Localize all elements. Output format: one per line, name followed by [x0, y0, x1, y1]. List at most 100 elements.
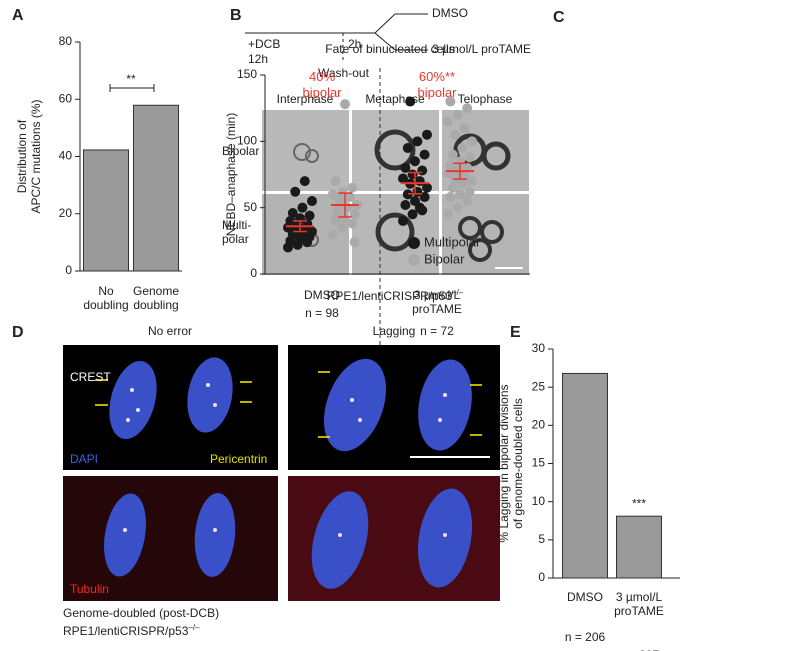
data-point [419, 149, 430, 160]
data-point [457, 142, 468, 153]
caption-text: RPE1/lentiCRISPR/p53 [63, 624, 189, 638]
x-tick-label: DMSO [567, 590, 603, 604]
column-header: Telophase [458, 92, 513, 106]
data-point [407, 209, 418, 220]
text-line: 60%** [419, 70, 455, 85]
y-tick-label: 5 [538, 532, 545, 546]
data-point [467, 136, 477, 147]
stain-label: Tubulin [70, 582, 109, 596]
panel-label: B [230, 7, 242, 24]
data-point [307, 196, 317, 207]
data-point [330, 176, 341, 187]
data-point [328, 189, 338, 200]
data-point [422, 129, 432, 140]
data-point [445, 192, 456, 203]
data-point [328, 229, 338, 240]
y-tick-label: 40 [59, 149, 73, 163]
data-point [402, 189, 413, 200]
data-point [337, 222, 348, 233]
bar [616, 515, 662, 579]
data-point [349, 209, 360, 220]
micrographs [262, 110, 529, 275]
y-tick-label: 100 [237, 134, 257, 148]
data-point [402, 142, 413, 153]
data-point [462, 103, 473, 114]
data-point [398, 215, 408, 226]
y-tick-label: 50 [244, 200, 258, 214]
data-point [285, 215, 296, 226]
text-line: 3 µmol/L [414, 288, 461, 302]
data-point [332, 209, 343, 220]
data-point [412, 186, 423, 197]
y-tick-label: 150 [237, 67, 257, 81]
data-point [337, 186, 348, 197]
legend-label: Multipolar [424, 234, 481, 249]
x-tick-label: Genome doubling [133, 284, 179, 312]
data-point [349, 237, 360, 248]
data-point [299, 176, 310, 187]
caption: RPE1/lentiCRISPR/p53–/– [63, 623, 200, 639]
data-point [443, 209, 453, 220]
timeline-label: 3 µmol/L proTAME [432, 42, 531, 56]
text-line: proTAME [412, 302, 462, 316]
y-axis-label: Distribution ofAPC/C mutations (%) [15, 99, 43, 213]
text-line: Distribution of [15, 119, 29, 193]
data-point [447, 182, 458, 193]
data-point [462, 196, 473, 207]
stain-label: Pericentrin [210, 452, 267, 466]
panel-label: D [12, 324, 24, 341]
y-axis-label: % Lagging in bipolar divisionsof genome-… [497, 384, 525, 542]
y-tick-label: 30 [532, 341, 546, 355]
data-point [419, 192, 430, 203]
timeline-label: 12h [248, 52, 268, 66]
y-axis-label: NEBD–anaphase (min) [224, 113, 238, 236]
data-point [340, 99, 350, 110]
panel-label: A [12, 7, 24, 24]
data-point [335, 196, 346, 207]
text-line: bipolar [302, 85, 342, 100]
timeline-label: Wash-out [318, 66, 370, 80]
text-line: proTAME [614, 604, 664, 618]
data-point [447, 149, 458, 160]
text-line: 40% [309, 70, 335, 85]
panel-label: E [510, 324, 521, 341]
data-point [414, 202, 425, 213]
significance: *** [632, 496, 646, 510]
text-line: 3 µmol/L [616, 590, 663, 604]
y-tick-label: 60 [59, 91, 73, 105]
data-point [405, 96, 416, 107]
data-point [443, 116, 453, 127]
annotation: 60%** bipolar [417, 70, 457, 101]
text-line: % Lagging in bipolar divisions [497, 384, 511, 542]
data-point [452, 109, 463, 120]
data-point [412, 136, 423, 147]
legend-label: Bipolar [424, 251, 465, 266]
y-tick-label: 0 [65, 263, 72, 277]
text-line: bipolar [417, 85, 457, 100]
caption-text: RPE1/lentiCRISPR/p53 [327, 289, 453, 303]
stain-label: CREST [70, 370, 111, 384]
timeline-label: DMSO [432, 6, 468, 20]
caption-sup: –/– [452, 288, 464, 297]
data-point [344, 192, 355, 203]
annotation: 40% bipolar [302, 70, 342, 101]
fluorescence-images [63, 345, 500, 601]
timeline-label: +DCB [248, 37, 280, 51]
caption-sup: –/– [188, 623, 200, 632]
data-point [464, 186, 475, 197]
category-note: n = 206 [565, 630, 606, 644]
data-point [304, 210, 315, 221]
data-point [464, 176, 475, 187]
y-tick-label: 10 [532, 494, 546, 508]
data-point [290, 186, 301, 197]
panel-label: C [553, 9, 565, 26]
y-tick-label: 20 [59, 206, 73, 220]
data-point [347, 218, 358, 229]
y-tick-label: 20 [532, 418, 546, 432]
significance: ** [126, 72, 136, 86]
stain-label: DAPI [70, 452, 98, 466]
y-tick-label: 15 [532, 456, 546, 470]
x-tick-label: No doubling [83, 284, 128, 312]
data-point [400, 200, 411, 211]
